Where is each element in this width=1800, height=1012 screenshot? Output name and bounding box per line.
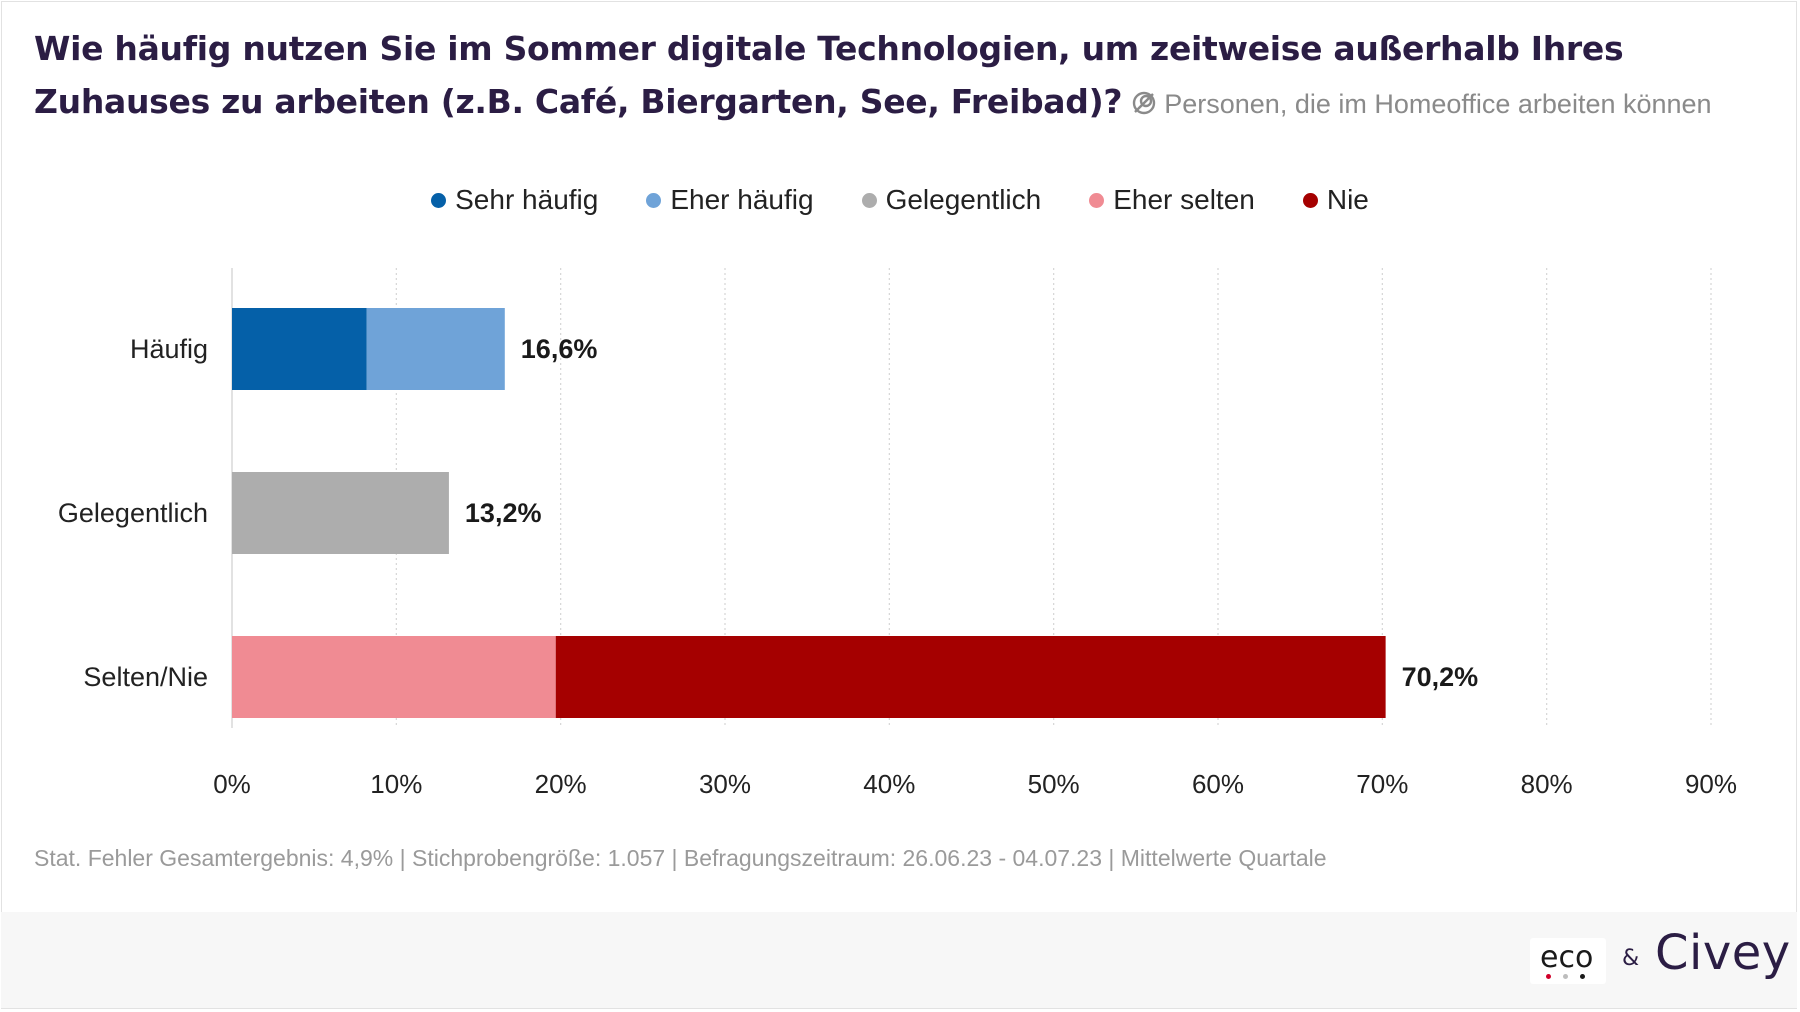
bar-segment — [232, 472, 449, 554]
legend-label: Eher selten — [1113, 184, 1255, 215]
x-tick-label: 60% — [1192, 769, 1244, 799]
legend-label: Eher häufig — [670, 184, 814, 215]
x-tick-label: 10% — [370, 769, 422, 799]
legend-dot-icon — [861, 192, 877, 208]
total-data-label: 13,2% — [465, 498, 542, 528]
x-tick-label: 90% — [1685, 769, 1737, 799]
legend-label: Nie — [1326, 184, 1369, 215]
info-icon[interactable] — [1130, 79, 1158, 132]
chart-title-text: Wie häufig nutzen Sie im Sommer digitale… — [34, 29, 1624, 121]
eco-logo: eco — [1530, 938, 1606, 984]
legend-label: Gelegentlich — [885, 184, 1042, 215]
legend-dot-icon — [431, 192, 447, 208]
civey-logo: Civey — [1655, 925, 1791, 981]
legend-item-eher-haeufig[interactable]: Eher häufig — [646, 184, 814, 216]
ampersand: & — [1622, 946, 1640, 971]
bar-segment — [232, 308, 367, 390]
eco-logo-text: eco — [1540, 940, 1594, 975]
bar-segment — [366, 308, 505, 390]
total-data-label: 70,2% — [1402, 662, 1479, 692]
footer-note: Stat. Fehler Gesamtergebnis: 4,9% | Stic… — [34, 845, 1327, 871]
bar-chart: 0% 10% 20% 30% 40% 50% 60% 70% 80% 90% Häufig Geleg… — [58, 268, 1737, 799]
legend-item-sehr-haeufig[interactable]: Sehr häufig — [431, 184, 598, 216]
category-label: Häufig — [130, 334, 208, 364]
category-label: Gelegentlich — [58, 498, 208, 528]
chart-legend: Sehr häufig Eher häufig Gelegentlich Ehe… — [0, 178, 1800, 222]
x-tick-label: 40% — [863, 769, 915, 799]
branding-bar — [1, 912, 1797, 1008]
bar-segment — [232, 636, 556, 718]
total-data-label: 16,6% — [521, 334, 598, 364]
legend-dot-icon — [1089, 192, 1105, 208]
legend-dot-icon — [646, 192, 662, 208]
eco-logo-dots — [1546, 974, 1585, 979]
x-tick-label: 0% — [213, 769, 251, 799]
legend-item-gelegentlich[interactable]: Gelegentlich — [861, 184, 1042, 216]
x-tick-label: 20% — [535, 769, 587, 799]
x-tick-label: 50% — [1028, 769, 1080, 799]
x-tick-label: 30% — [699, 769, 751, 799]
legend-dot-icon — [1302, 192, 1318, 208]
legend-item-nie[interactable]: Nie — [1302, 184, 1369, 216]
bar-segment — [555, 636, 1386, 718]
x-tick-label: 70% — [1356, 769, 1408, 799]
x-tick-label: 80% — [1521, 769, 1573, 799]
legend-item-eher-selten[interactable]: Eher selten — [1089, 184, 1255, 216]
legend-label: Sehr häufig — [455, 184, 599, 215]
chart-title: Wie häufig nutzen Sie im Sommer digitale… — [34, 22, 1754, 132]
chart-subtitle: Personen, die im Homeoffice arbeiten kön… — [1164, 89, 1712, 119]
category-label: Selten/Nie — [83, 662, 208, 692]
